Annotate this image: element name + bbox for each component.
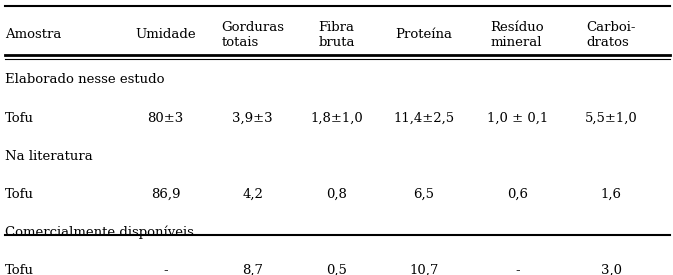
Text: Gorduras
totais: Gorduras totais — [221, 21, 284, 49]
Text: 0,8: 0,8 — [326, 188, 347, 201]
Text: Elaborado nesse estudo: Elaborado nesse estudo — [5, 73, 164, 87]
Text: Carboi-
dratos: Carboi- dratos — [587, 21, 636, 49]
Text: 4,2: 4,2 — [242, 188, 263, 201]
Text: Proteína: Proteína — [395, 28, 452, 41]
Text: 0,5: 0,5 — [326, 264, 347, 275]
Text: 3,0: 3,0 — [601, 264, 622, 275]
Text: Tofu: Tofu — [5, 112, 34, 125]
Text: 8,7: 8,7 — [242, 264, 263, 275]
Text: Umidade: Umidade — [135, 28, 196, 41]
Text: Tofu: Tofu — [5, 188, 34, 201]
Text: Comercialmente disponíveis: Comercialmente disponíveis — [5, 226, 194, 239]
Text: Amostra: Amostra — [5, 28, 61, 41]
Text: 86,9: 86,9 — [151, 188, 180, 201]
Text: 80±3: 80±3 — [147, 112, 184, 125]
Text: 3,9±3: 3,9±3 — [232, 112, 273, 125]
Text: 5,5±1,0: 5,5±1,0 — [585, 112, 637, 125]
Text: 1,8±1,0: 1,8±1,0 — [310, 112, 363, 125]
Text: 11,4±2,5: 11,4±2,5 — [393, 112, 454, 125]
Text: -: - — [515, 264, 520, 275]
Text: 0,6: 0,6 — [507, 188, 528, 201]
Text: 1,0 ± 0,1: 1,0 ± 0,1 — [487, 112, 548, 125]
Text: 1,6: 1,6 — [601, 188, 622, 201]
Text: 6,5: 6,5 — [413, 188, 434, 201]
Text: 10,7: 10,7 — [409, 264, 438, 275]
Text: Fibra
bruta: Fibra bruta — [318, 21, 355, 49]
Text: Resíduo
mineral: Resíduo mineral — [491, 21, 544, 49]
Text: Na literatura: Na literatura — [5, 150, 92, 163]
Text: -: - — [164, 264, 168, 275]
Text: Tofu: Tofu — [5, 264, 34, 275]
